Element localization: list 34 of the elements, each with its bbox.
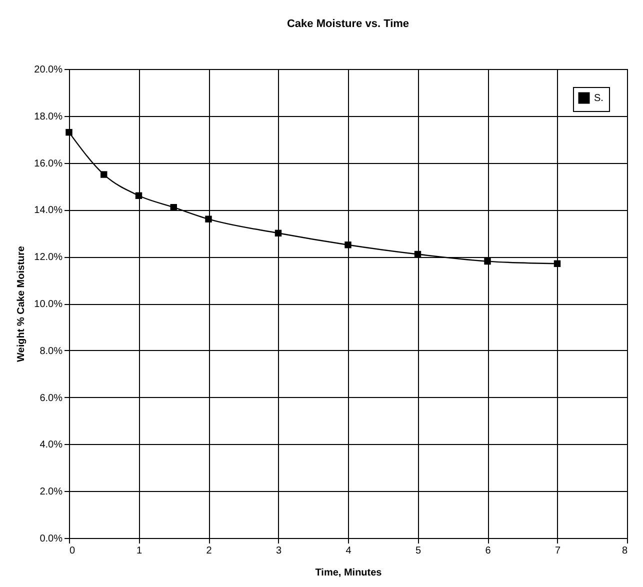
y-tick-label: 0.0%	[40, 534, 63, 544]
x-tick-label: 1	[136, 546, 142, 556]
point	[66, 128, 72, 136]
point	[484, 258, 491, 265]
legend-label: S.	[594, 93, 604, 104]
point	[344, 242, 352, 248]
y-tick-label: 12.0%	[34, 252, 63, 264]
x-tick-label: 5	[415, 546, 422, 556]
y-tick-label: 6.0%	[40, 392, 63, 404]
point	[170, 204, 177, 211]
y-axis-title: Weight % Cake Moisture	[16, 246, 28, 362]
x-tick-label: 7	[554, 546, 561, 556]
x-tick-label: 8	[622, 546, 628, 556]
point	[205, 216, 212, 222]
y-tick-label: 10.0%	[34, 299, 63, 310]
x-axis-title: Time, Minutes	[315, 568, 382, 578]
chart-title: Cake Moisture vs. Time	[286, 18, 410, 30]
y-tick-label: 18.0%	[34, 111, 63, 122]
point	[414, 250, 422, 258]
x-tick-label: 0	[70, 546, 76, 556]
y-tick-label: 16.0%	[34, 158, 63, 170]
x-tick-label: 3	[276, 546, 282, 556]
y-tick-label: 4.0%	[40, 440, 63, 451]
point	[274, 230, 282, 237]
x-tick-label: 4	[346, 546, 352, 556]
y-tick-label: 14.0%	[34, 205, 63, 216]
x-tick-label: 6	[485, 546, 492, 556]
point	[135, 192, 142, 199]
y-tick-label: 20.0%	[34, 64, 63, 76]
y-tick-label: 2.0%	[40, 486, 63, 498]
point	[100, 171, 108, 178]
point	[554, 260, 561, 267]
x-tick-label: 2	[206, 546, 212, 556]
y-tick-label: 8.0%	[40, 346, 63, 357]
